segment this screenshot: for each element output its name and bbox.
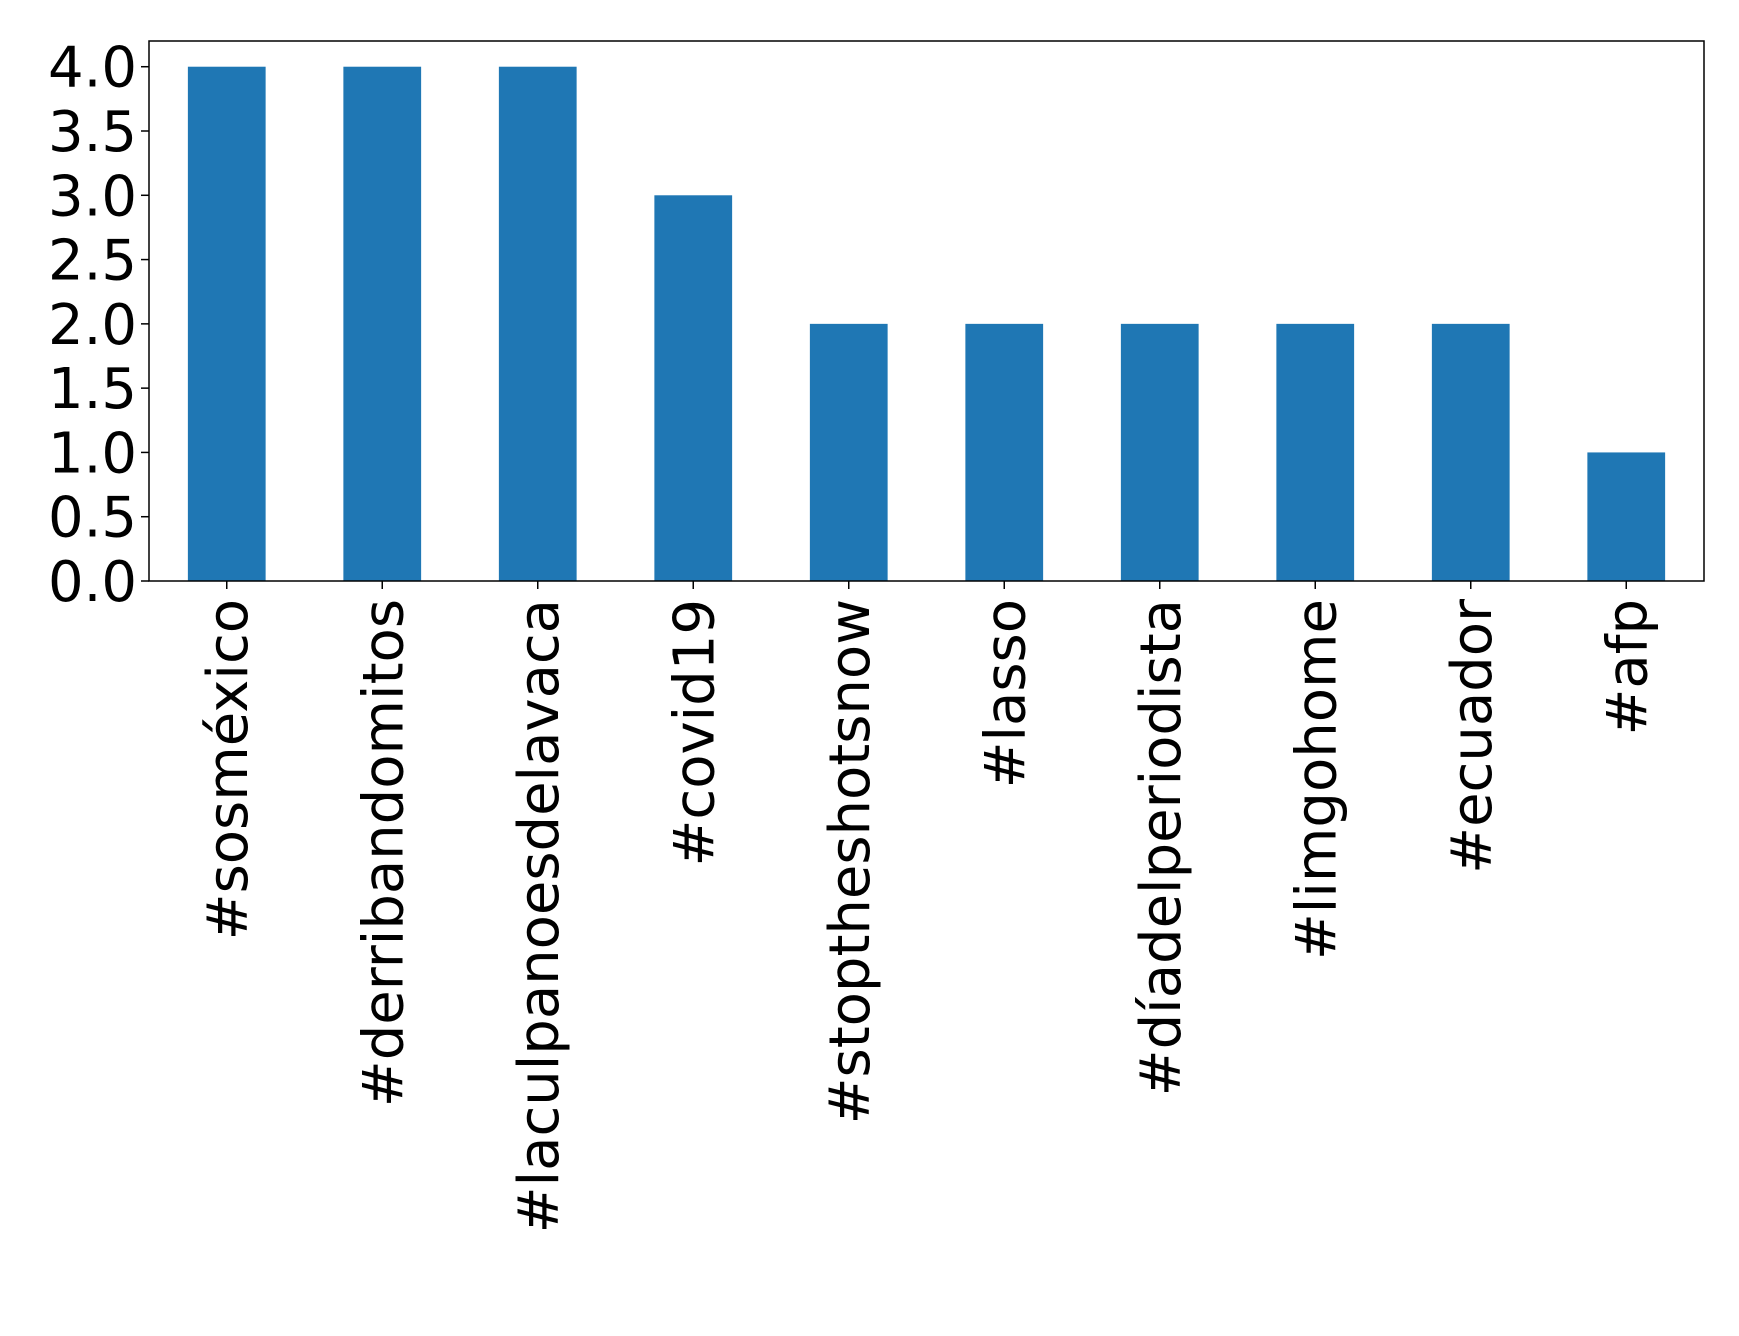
y-tick-label: 0.0 [48, 550, 137, 615]
x-tick-label: #covid19 [662, 599, 727, 866]
x-tick-label: #laculpanoesdelavaca [507, 599, 572, 1233]
bar [654, 195, 733, 582]
x-tick-label: #sosméxico [196, 599, 261, 940]
bar [498, 66, 577, 581]
bar [187, 66, 266, 581]
x-tick-label: #stoptheshotsnow [818, 599, 883, 1124]
x-tick-label: #afp [1595, 599, 1660, 736]
x-tick-label: #derribandomitos [351, 599, 416, 1107]
x-axis: #sosméxico #derribandomitos #laculpanoesde… [196, 581, 1660, 1233]
y-axis: 0.00.51.01.52.02.53.03.54.0 [48, 36, 149, 615]
y-tick-label: 1.5 [48, 357, 137, 422]
x-tick-label: #ecuador [1440, 598, 1505, 874]
bar [1120, 323, 1199, 581]
y-tick-label: 3.0 [48, 164, 137, 229]
x-tick-label: #limgohome [1284, 599, 1349, 960]
y-tick-label: 1.0 [48, 421, 137, 486]
plot-frame [148, 40, 1705, 582]
bar [1587, 452, 1666, 581]
y-tick-label: 4.0 [48, 36, 137, 101]
bars-group [187, 66, 1666, 582]
bar [343, 66, 422, 581]
y-tick-label: 2.5 [48, 229, 137, 294]
y-tick-label: 2.0 [48, 293, 137, 358]
bar [809, 323, 888, 581]
bar [1276, 323, 1355, 581]
bar [965, 323, 1044, 581]
y-tick-label: 0.5 [48, 486, 137, 551]
x-tick-label: #díadelperiodista [1129, 599, 1194, 1096]
x-tick-label: #lasso [973, 599, 1038, 788]
bar [1431, 323, 1510, 581]
y-tick-label: 3.5 [48, 100, 137, 165]
